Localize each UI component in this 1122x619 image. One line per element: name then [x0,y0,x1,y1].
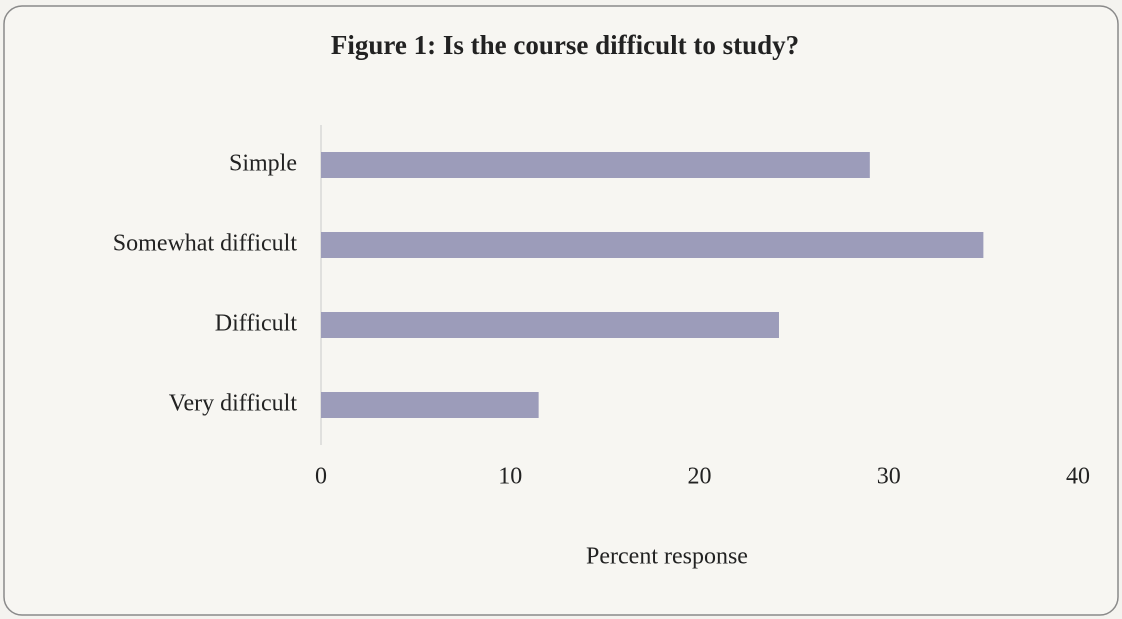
x-tick-label: 20 [688,464,712,490]
y-tick-label: Somewhat difficult [113,231,298,257]
bar [321,312,779,338]
x-tick-label: 0 [315,464,327,490]
frame [3,5,1119,616]
x-tick-label: 30 [877,464,901,490]
y-tick-label: Difficult [215,311,298,337]
bar [321,392,539,418]
chart-title: Figure 1: Is the course difficult to stu… [331,30,799,60]
y-tick-label: Very difficult [169,391,298,417]
x-axis-label: Percent response [586,544,748,570]
x-tick-label: 40 [1066,464,1090,490]
bar [321,152,870,178]
bar [321,232,984,258]
x-tick-label: 10 [498,464,522,490]
y-tick-label: Simple [229,151,297,177]
